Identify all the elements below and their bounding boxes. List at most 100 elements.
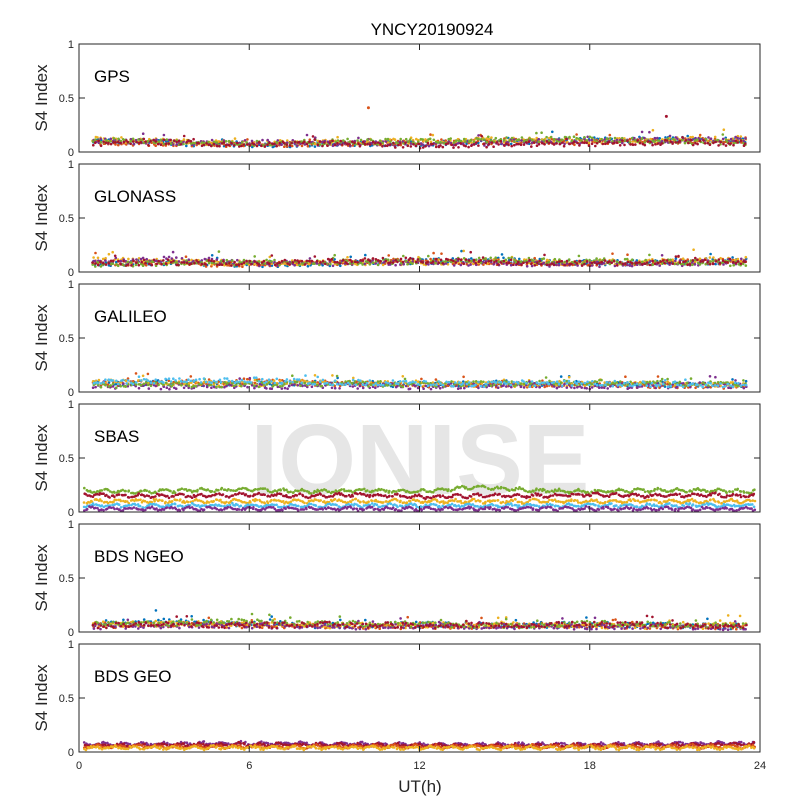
data-point	[497, 260, 501, 264]
data-point	[303, 489, 307, 493]
data-point	[644, 258, 647, 262]
data-point	[677, 254, 680, 258]
data-point	[585, 139, 589, 142]
data-point	[243, 382, 246, 386]
data-point	[459, 139, 463, 143]
data-point	[217, 140, 220, 143]
data-point	[689, 138, 693, 142]
data-point	[626, 139, 629, 143]
data-point	[137, 386, 141, 390]
data-point	[321, 144, 324, 148]
data-point	[96, 381, 99, 385]
data-point	[358, 384, 362, 388]
data-point	[517, 138, 521, 141]
data-point	[502, 384, 505, 387]
data-point	[630, 264, 634, 268]
data-point	[646, 140, 650, 143]
data-point	[439, 382, 442, 385]
data-point	[253, 255, 256, 258]
data-point	[608, 137, 612, 140]
data-point	[560, 138, 564, 141]
data-point	[728, 257, 732, 261]
data-point	[233, 137, 237, 140]
data-point	[246, 138, 249, 141]
data-point	[278, 385, 282, 388]
data-point	[653, 259, 657, 263]
data-point	[495, 141, 499, 144]
data-point	[308, 259, 311, 263]
data-point	[414, 384, 417, 388]
data-point	[283, 383, 286, 386]
data-point	[512, 380, 515, 384]
data-point	[126, 140, 130, 144]
data-point	[724, 385, 727, 388]
data-point	[533, 384, 537, 388]
data-point	[178, 377, 181, 380]
data-point	[119, 263, 122, 266]
data-point	[364, 253, 367, 257]
data-point	[374, 258, 378, 261]
data-point	[645, 261, 649, 264]
y-tick-label: 0	[68, 387, 74, 399]
data-point	[428, 137, 432, 141]
data-point	[618, 261, 622, 264]
data-point	[731, 385, 735, 389]
data-point	[351, 491, 354, 494]
data-point	[218, 385, 221, 389]
data-point	[424, 145, 427, 148]
data-point	[137, 375, 141, 379]
data-point	[249, 381, 253, 384]
data-point	[323, 382, 326, 385]
data-point	[223, 377, 226, 380]
data-point	[341, 383, 344, 387]
data-point	[583, 381, 587, 385]
data-point	[248, 376, 252, 380]
data-point	[552, 263, 556, 267]
data-point	[253, 386, 256, 390]
data-point	[227, 143, 231, 147]
data-point	[454, 139, 458, 142]
data-point	[565, 259, 569, 263]
data-point	[159, 387, 163, 391]
data-point	[230, 141, 233, 145]
data-point	[321, 378, 325, 382]
data-point	[500, 253, 504, 256]
data-point	[180, 261, 184, 264]
data-point	[399, 384, 402, 388]
data-point	[487, 143, 491, 146]
data-point	[649, 140, 652, 143]
data-point	[96, 136, 99, 139]
data-point	[203, 141, 206, 145]
data-point	[116, 140, 120, 144]
data-point	[99, 385, 103, 389]
y-tick-label: 0.5	[59, 213, 74, 225]
data-point	[417, 140, 420, 143]
data-point	[93, 138, 97, 141]
data-point	[152, 138, 155, 142]
data-point	[406, 144, 410, 148]
data-point	[694, 386, 697, 390]
data-point	[515, 138, 519, 142]
data-point	[119, 141, 122, 145]
data-point	[119, 259, 123, 263]
data-point	[225, 258, 229, 262]
data-point	[180, 384, 183, 387]
data-point	[484, 382, 488, 386]
data-point	[366, 138, 369, 141]
data-point	[609, 385, 612, 388]
data-point	[318, 143, 322, 146]
data-point	[635, 382, 639, 386]
data-point	[361, 263, 364, 266]
data-point	[510, 385, 513, 389]
data-point	[416, 258, 420, 261]
data-point	[434, 378, 438, 381]
data-point	[434, 261, 437, 265]
data-point	[485, 140, 488, 144]
data-point	[671, 262, 675, 265]
data-point	[585, 260, 589, 263]
data-point	[321, 260, 325, 263]
data-point	[386, 258, 390, 262]
data-point	[691, 135, 694, 139]
data-point	[726, 261, 729, 264]
data-point	[452, 146, 455, 149]
